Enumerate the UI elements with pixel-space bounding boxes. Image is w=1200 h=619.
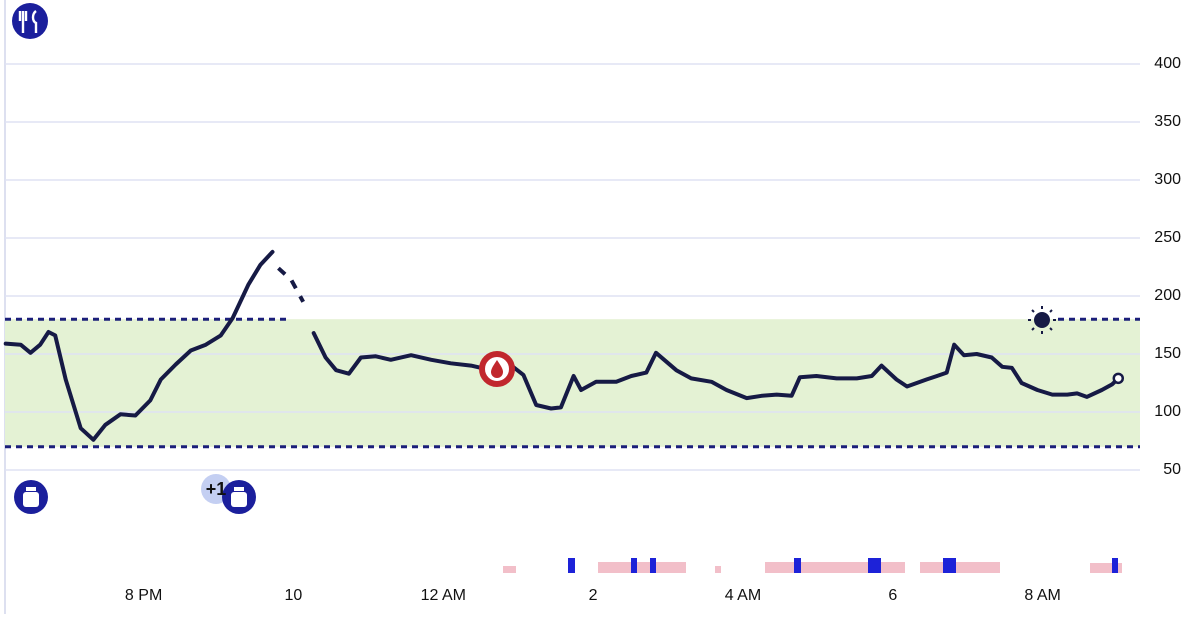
y-tick-label: 200 [1154,287,1181,304]
insulin-icon[interactable] [222,480,256,514]
marks-layer [3,249,1125,442]
glucose-line [3,249,1121,442]
insulin-strip [503,562,1122,573]
bg-reading-icon[interactable] [479,351,515,387]
glucose-line [277,266,305,303]
x-tick-label: 10 [285,587,303,604]
x-tick-label: 4 AM [725,587,761,604]
y-tick-label: 100 [1154,403,1181,420]
x-tick-label: 8 AM [1024,587,1060,604]
bolus-count: +1 [206,479,227,499]
x-tick-label: 8 PM [125,587,162,604]
y-tick-label: 250 [1154,229,1181,246]
x-tick-label: 6 [888,587,897,604]
sun-icon [1028,306,1056,334]
y-tick-label: 150 [1154,345,1181,362]
x-tick-label: 12 AM [421,587,466,604]
y-tick-label: 300 [1154,171,1181,188]
y-tick-label: 50 [1163,461,1181,478]
x-tick-label: 2 [589,587,598,604]
meal-icon[interactable] [12,3,48,39]
y-tick-label: 400 [1154,55,1181,72]
bolus-strip [568,558,1118,573]
current-reading [1112,372,1125,385]
insulin-icon[interactable] [14,480,48,514]
background-layer [5,63,1140,471]
y-tick-label: 350 [1154,113,1181,130]
